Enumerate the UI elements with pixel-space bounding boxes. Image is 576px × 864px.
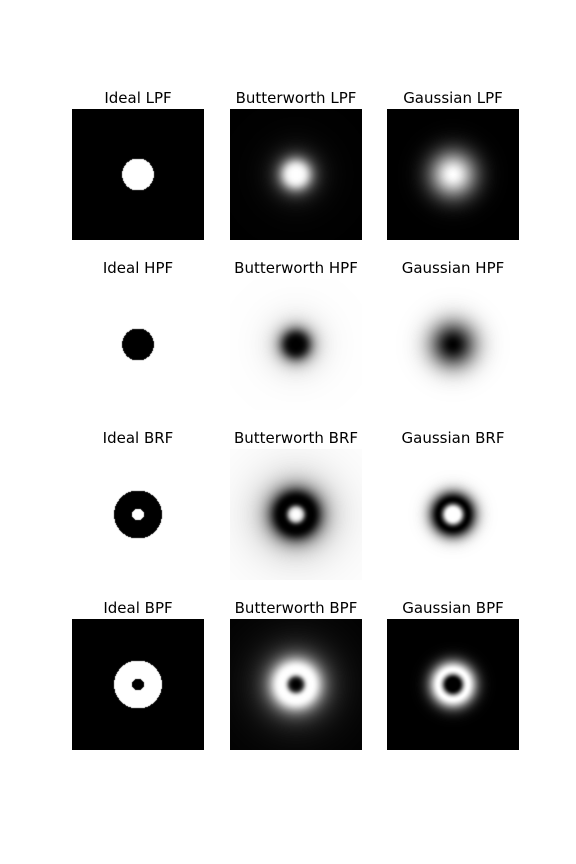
panel-title: Butterworth BRF [233,429,359,447]
panel-title: Gaussian BPF [402,599,504,617]
gaussian-hpf-image [387,279,519,410]
panel-title: Butterworth BPF [234,599,358,617]
panel-title: Butterworth HPF [234,259,358,277]
panel-title: Gaussian BRF [401,429,505,447]
ideal-hpf-image [72,279,204,410]
panel-title: Ideal BRF [102,429,174,447]
panel-title: Gaussian LPF [403,89,503,107]
gaussian-bpf-image [387,619,519,750]
ideal-brf-image [72,449,204,580]
gaussian-lpf-image [387,109,519,240]
panel-title: Ideal LPF [104,89,172,107]
gaussian-brf-image [387,449,519,580]
butterworth-bpf-image [230,619,362,750]
ideal-bpf-image [72,619,204,750]
ideal-lpf-image [72,109,204,240]
butterworth-brf-image [230,449,362,580]
butterworth-hpf-image [230,279,362,410]
panel-title: Ideal HPF [102,259,174,277]
panel-title: Butterworth LPF [235,89,357,107]
panel-title: Gaussian HPF [401,259,505,277]
butterworth-lpf-image [230,109,362,240]
panel-title: Ideal BPF [103,599,173,617]
